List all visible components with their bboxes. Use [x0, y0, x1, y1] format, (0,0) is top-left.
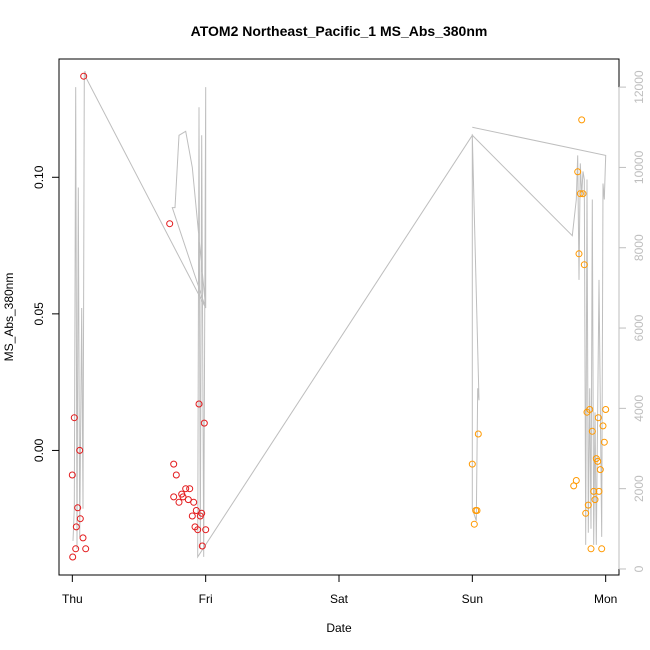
- y-tick-label: 0.10: [32, 165, 46, 189]
- data-point-series-2: [587, 545, 595, 553]
- data-point-series-2: [596, 466, 604, 474]
- y-tick-label: 0.00: [32, 438, 46, 462]
- data-point-series-2: [578, 116, 586, 124]
- data-point-series-2: [594, 457, 602, 465]
- data-point-series-1: [69, 553, 77, 561]
- chart-title: ATOM2 Northeast_Pacific_1 MS_Abs_380nm: [191, 23, 488, 39]
- x-axis-label: Date: [326, 621, 352, 635]
- x-tick-label: Sat: [330, 592, 349, 606]
- data-point-series-2: [602, 406, 610, 413]
- data-point-series-1: [166, 220, 174, 228]
- data-point-series-2: [584, 501, 592, 509]
- data-point-series-1: [170, 460, 178, 468]
- data-point-series-2: [582, 509, 590, 517]
- data-point-series-1: [188, 512, 196, 520]
- data-point-series-2: [579, 190, 587, 198]
- data-point-series-1: [74, 504, 82, 512]
- y-axis-left: 0.00 0.05 0.10: [32, 165, 60, 462]
- y2-tick-label: 0: [632, 565, 646, 572]
- secondary-line-layer: [72, 70, 607, 559]
- x-tick-label: Thu: [62, 592, 83, 606]
- data-point-series-2: [574, 168, 582, 176]
- data-point-series-1: [72, 523, 80, 531]
- secondary-series-line: [72, 70, 607, 559]
- data-point-series-2: [470, 520, 478, 528]
- data-point-series-1: [184, 496, 192, 504]
- data-point-series-2: [591, 496, 599, 504]
- data-point-series-1: [172, 471, 180, 479]
- data-point-series-2: [595, 487, 603, 495]
- data-point-series-1: [170, 493, 178, 501]
- points-layer: [68, 72, 610, 561]
- data-point-series-2: [576, 190, 584, 198]
- data-point-series-1: [182, 485, 190, 493]
- x-tick-label: Sun: [462, 592, 483, 606]
- data-point-series-2: [586, 406, 594, 413]
- data-point-series-2: [590, 487, 598, 495]
- data-point-series-2: [572, 477, 580, 484]
- data-point-series-1: [72, 545, 80, 553]
- data-point-series-2: [600, 438, 608, 446]
- data-point-series-1: [76, 446, 84, 454]
- data-point-series-1: [195, 400, 203, 408]
- data-point-series-1: [198, 509, 206, 517]
- data-point-series-1: [198, 542, 206, 550]
- data-point-series-1: [82, 545, 90, 553]
- data-point-series-1: [186, 485, 194, 493]
- data-point-series-2: [570, 482, 578, 490]
- y2-tick-label: 2000: [632, 475, 646, 502]
- data-point-series-1: [175, 498, 183, 506]
- data-point-series-1: [76, 515, 84, 523]
- y-tick-label: 0.05: [32, 302, 46, 326]
- data-point-series-2: [468, 460, 476, 468]
- data-point-series-1: [202, 526, 210, 534]
- x-axis: Thu Fri Sat Sun Mon: [62, 574, 617, 606]
- plot-frame: [58, 58, 620, 576]
- data-point-series-1: [192, 507, 200, 514]
- data-point-series-1: [79, 534, 87, 542]
- y2-tick-label: 4000: [632, 395, 646, 422]
- y2-tick-label: 10000: [632, 150, 646, 184]
- data-point-series-2: [594, 414, 602, 422]
- data-point-series-1: [200, 419, 208, 427]
- x-tick-label: Mon: [594, 592, 617, 606]
- y-axis-label: MS_Abs_380nm: [2, 273, 16, 362]
- data-point-series-1: [194, 526, 202, 534]
- y2-tick-label: 12000: [632, 70, 646, 104]
- data-point-series-2: [588, 427, 596, 435]
- data-point-series-2: [599, 422, 607, 430]
- data-point-series-2: [474, 430, 482, 438]
- data-point-series-2: [598, 545, 606, 553]
- data-point-series-2: [473, 507, 481, 514]
- y2-tick-label: 6000: [632, 314, 646, 341]
- y-axis-right: 0 2000 4000 6000 8000 10000 12000: [618, 70, 646, 572]
- data-point-series-1: [179, 493, 187, 501]
- data-point-series-2: [575, 250, 583, 258]
- data-point-series-1: [80, 72, 88, 80]
- data-point-series-1: [70, 414, 78, 422]
- x-tick-label: Fri: [199, 592, 213, 606]
- y2-tick-label: 8000: [632, 234, 646, 261]
- data-point-series-2: [580, 261, 588, 269]
- data-point-series-1: [190, 498, 198, 506]
- data-point-series-1: [68, 471, 76, 479]
